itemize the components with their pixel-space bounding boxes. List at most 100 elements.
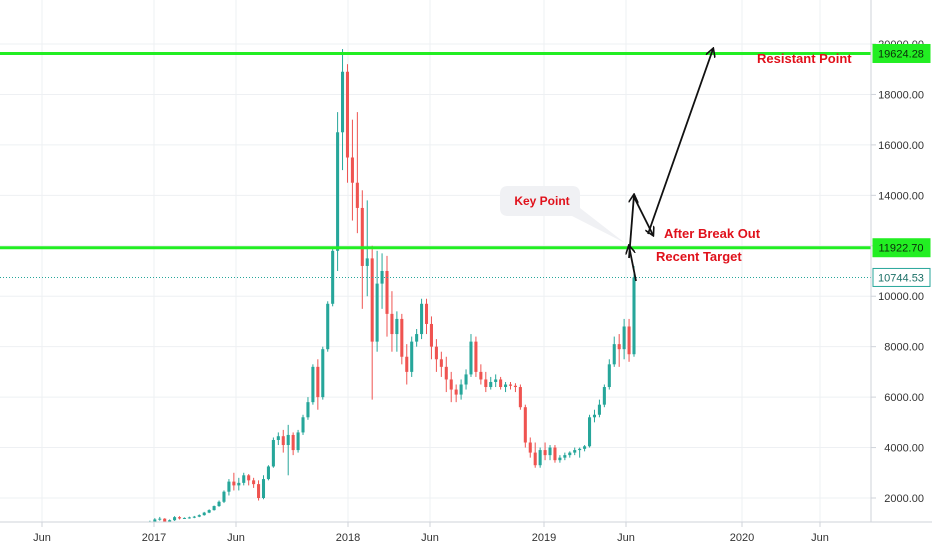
price-tag-label: 11922.70 <box>878 243 923 255</box>
candle <box>395 311 399 352</box>
candle <box>375 250 379 352</box>
key-point-label: Key Point <box>514 194 569 208</box>
candle <box>301 414 305 435</box>
candle <box>261 475 266 500</box>
candle <box>316 359 320 410</box>
y-tick-label: 14000.00 <box>878 190 924 202</box>
candle <box>326 301 330 352</box>
arrow-segment-2 <box>628 195 634 259</box>
candle <box>153 518 157 522</box>
candle <box>592 409 597 423</box>
candle <box>380 253 384 309</box>
gridlines <box>0 0 871 522</box>
candle <box>464 369 468 390</box>
candle <box>360 190 364 309</box>
candle <box>602 384 606 408</box>
candle <box>429 316 433 360</box>
candle <box>588 414 592 448</box>
candle <box>607 359 611 390</box>
candle <box>489 376 493 390</box>
candle <box>350 119 354 221</box>
y-tick-label: 18000.00 <box>878 89 924 101</box>
candle <box>617 334 621 367</box>
candle <box>286 424 290 476</box>
arrow-segment-4 <box>647 49 713 235</box>
candle <box>415 329 419 347</box>
x-tick-label: Jun <box>33 532 51 544</box>
candle <box>177 516 182 520</box>
y-tick-label: 16000.00 <box>878 140 924 152</box>
candle <box>345 64 350 183</box>
y-tick-label: 4000.00 <box>884 443 924 455</box>
candle <box>439 351 443 377</box>
candle <box>568 451 572 458</box>
candle <box>548 445 552 461</box>
price-axis[interactable]: 2000.004000.006000.008000.0010000.001200… <box>870 0 932 522</box>
candle <box>271 437 275 468</box>
candles <box>138 49 636 527</box>
candle <box>538 447 542 468</box>
candle <box>424 298 429 335</box>
candle <box>197 514 201 518</box>
candle <box>484 371 488 393</box>
price-levels <box>0 51 871 278</box>
candle <box>207 509 211 514</box>
candle <box>449 371 453 403</box>
time-axis[interactable]: Jun 2017 Jun 2018 Jun 2019 Jun 2020 Jun <box>0 521 932 550</box>
candle <box>355 112 359 234</box>
candle <box>311 364 315 405</box>
candle <box>217 500 221 507</box>
candle <box>632 265 636 357</box>
candle <box>573 447 577 456</box>
x-tick-label: Jun <box>617 532 635 544</box>
candle <box>563 452 567 461</box>
candle <box>499 376 503 390</box>
candle <box>400 313 404 365</box>
candle <box>370 245 374 400</box>
candle <box>276 432 280 446</box>
price-tag <box>872 43 931 63</box>
x-tick-label: 2017 <box>142 532 166 544</box>
candle <box>410 336 414 377</box>
candle <box>336 112 340 272</box>
candle <box>528 437 532 458</box>
candle <box>597 399 601 418</box>
candle <box>257 480 261 501</box>
price-tag-label: 19624.28 <box>878 48 924 60</box>
y-tick-label: 10000.00 <box>878 291 924 303</box>
candle <box>479 364 483 385</box>
candle <box>227 479 231 496</box>
arrow-path <box>628 49 713 282</box>
candle <box>553 445 557 463</box>
key-point-callout: Key Point <box>500 186 625 243</box>
candle <box>444 356 448 393</box>
candle <box>459 379 463 400</box>
candle <box>508 381 513 390</box>
candle <box>385 255 389 337</box>
candle <box>242 472 246 486</box>
candle <box>182 517 186 519</box>
candle <box>306 397 310 420</box>
candle <box>281 429 285 453</box>
price-tag-label: 10744.53 <box>878 272 924 284</box>
candle <box>212 505 216 511</box>
candle <box>494 374 498 388</box>
candle <box>237 477 241 491</box>
candle <box>627 318 631 362</box>
candle <box>192 515 196 519</box>
candle <box>513 383 517 393</box>
x-tick-label: Jun <box>227 532 245 544</box>
y-tick-label: 2000.00 <box>884 493 924 505</box>
candle <box>454 384 458 403</box>
candle <box>232 472 236 491</box>
candle <box>434 339 438 372</box>
candle <box>158 516 162 521</box>
candle <box>222 490 226 504</box>
x-tick-label: Jun <box>421 532 439 544</box>
candle <box>583 445 587 452</box>
candle <box>202 511 206 516</box>
candle <box>341 49 345 171</box>
candle <box>405 344 409 385</box>
candle <box>420 298 424 340</box>
